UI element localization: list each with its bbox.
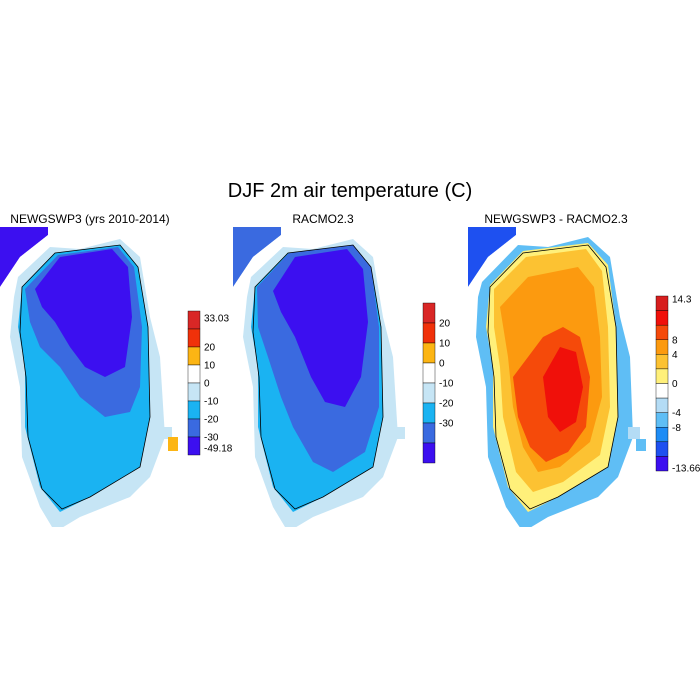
greenland-map-difference <box>468 227 646 527</box>
colorbar-label: 0 <box>439 359 445 370</box>
colorbar-swatch <box>187 418 201 438</box>
colorbar-swatch <box>655 397 669 413</box>
colorbar-swatch <box>187 382 201 402</box>
colorbar-swatch <box>187 346 201 366</box>
colorbar-label: -30 <box>204 433 219 444</box>
colorbar-swatch <box>422 342 436 364</box>
colorbar-swatch <box>422 382 436 404</box>
greenland-map-newgswp3 <box>0 227 178 527</box>
colorbar-swatch <box>422 362 436 384</box>
colorbar-label: -4 <box>672 408 681 419</box>
colorbar-swatch <box>655 383 669 399</box>
coastline <box>19 244 151 510</box>
greenland-map-racmo <box>233 227 405 527</box>
colorbar-swatch <box>187 436 201 456</box>
map-cells <box>468 227 646 527</box>
colorbar-label: 20 <box>204 343 216 354</box>
map-cells <box>0 227 178 527</box>
colorbar-swatch <box>187 364 201 384</box>
panel-difference: NEWGSWP3 - RACMO2.3 14.3 8 4 0 -4 -8 -13.66 <box>468 212 700 532</box>
colorbar-swatch <box>655 456 669 472</box>
panel-title: RACMO2.3 <box>292 212 354 226</box>
panel-title: NEWGSWP3 (yrs 2010-2014) <box>10 212 170 226</box>
panel-racmo: RACMO2.3 20 10 0 -10 -20 -30 <box>233 212 463 532</box>
panel-newgswp3: NEWGSWP3 (yrs 2010-2014) 33.03 20 10 0 -10 -2… <box>0 212 233 532</box>
coastline <box>487 244 619 510</box>
coastline <box>252 244 384 510</box>
colorbar-label: 10 <box>204 361 216 372</box>
map-cells <box>233 227 405 527</box>
colorbar-racmo: 20 10 0 -10 -20 -30 <box>422 302 454 464</box>
colorbar-label: -30 <box>439 419 454 430</box>
colorbar-label: 14.3 <box>672 294 692 305</box>
colorbar-swatch <box>655 427 669 443</box>
colorbar-label: -8 <box>672 423 681 434</box>
colorbar-swatch <box>655 310 669 326</box>
colorbar-label: 8 <box>672 335 678 346</box>
colorbar-swatch <box>655 339 669 355</box>
colorbar-label: -49.18 <box>204 443 233 454</box>
colorbar-swatch <box>187 400 201 420</box>
colorbar-label: 20 <box>439 319 451 330</box>
colorbar-label: -13.66 <box>672 464 700 475</box>
colorbar-label: 4 <box>672 350 678 361</box>
colorbar-newgswp3: 33.03 20 10 0 -10 -20 -30-49.18 <box>187 310 233 456</box>
colorbar-label: -20 <box>439 399 454 410</box>
colorbar-label: -20 <box>204 415 219 426</box>
colorbar-label: 0 <box>204 379 210 390</box>
colorbar-label: -10 <box>439 379 454 390</box>
colorbar-swatch <box>655 324 669 340</box>
colorbar-swatch <box>187 310 201 330</box>
colorbar-difference: 14.3 8 4 0 -4 -8 -13.66 <box>655 294 700 475</box>
colorbar-swatch <box>655 441 669 457</box>
colorbar-label: 0 <box>672 379 678 390</box>
colorbar-swatch <box>422 442 436 464</box>
colorbar-swatch <box>187 328 201 348</box>
main-title: DJF 2m air temperature (C) <box>227 180 473 202</box>
colorbar-swatch <box>655 368 669 384</box>
colorbar-label: -10 <box>204 397 219 408</box>
colorbar-label: 10 <box>439 339 451 350</box>
colorbar-swatch <box>655 412 669 428</box>
colorbar-swatch <box>422 322 436 344</box>
colorbar-swatch <box>422 302 436 324</box>
colorbar-swatch <box>422 402 436 424</box>
colorbar-label: 33.03 <box>204 314 229 325</box>
colorbar-swatch <box>655 354 669 370</box>
panel-title: NEWGSWP3 - RACMO2.3 <box>484 212 628 226</box>
colorbar-swatch <box>422 422 436 444</box>
colorbar-swatch <box>655 295 669 311</box>
